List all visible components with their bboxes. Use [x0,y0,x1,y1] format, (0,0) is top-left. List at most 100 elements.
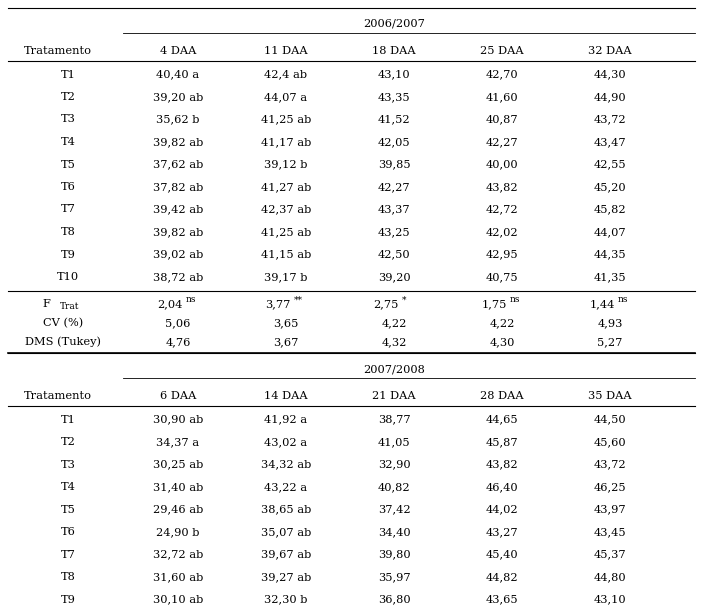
Text: 35,97: 35,97 [378,572,411,582]
Text: 38,65 ab: 38,65 ab [261,505,311,514]
Text: 41,25 ab: 41,25 ab [261,114,311,125]
Text: 24,90 b: 24,90 b [156,527,200,537]
Text: 43,82: 43,82 [486,182,518,192]
Text: 39,20: 39,20 [378,272,411,282]
Text: 37,62 ab: 37,62 ab [153,159,203,169]
Text: T6: T6 [60,527,75,537]
Text: 42,72: 42,72 [486,205,518,214]
Text: T4: T4 [60,137,75,147]
Text: 4,93: 4,93 [598,318,623,327]
Text: ns: ns [510,295,520,304]
Text: T3: T3 [60,114,75,125]
Text: 44,30: 44,30 [594,70,626,79]
Text: 42,95: 42,95 [486,249,518,260]
Text: ns: ns [186,295,197,304]
Text: 39,67 ab: 39,67 ab [261,550,311,560]
Text: 3,77: 3,77 [265,299,290,309]
Text: 5,27: 5,27 [598,337,623,347]
Text: 41,27 ab: 41,27 ab [261,182,311,192]
Text: 2,04: 2,04 [157,299,183,309]
Text: T7: T7 [60,550,75,560]
Text: 41,15 ab: 41,15 ab [261,249,311,260]
Text: 35,62 b: 35,62 b [156,114,200,125]
Text: 39,80: 39,80 [378,550,411,560]
Text: 42,27: 42,27 [486,137,518,147]
Text: 45,82: 45,82 [594,205,626,214]
Text: 45,87: 45,87 [486,437,518,447]
Text: 43,72: 43,72 [594,459,626,470]
Text: 4,30: 4,30 [489,337,515,347]
Text: Tratamento: Tratamento [24,46,92,56]
Text: T5: T5 [60,159,75,169]
Text: T2: T2 [60,437,75,447]
Text: 40,40 a: 40,40 a [157,70,200,79]
Text: 1,75: 1,75 [482,299,507,309]
Text: 42,27: 42,27 [378,182,411,192]
Text: 39,27 ab: 39,27 ab [261,572,311,582]
Text: 31,40 ab: 31,40 ab [153,482,203,492]
Text: 43,97: 43,97 [594,505,626,514]
Text: 39,82 ab: 39,82 ab [153,227,203,237]
Text: F: F [42,299,50,309]
Text: 41,52: 41,52 [378,114,411,125]
Text: 43,82: 43,82 [486,459,518,470]
Text: 40,87: 40,87 [486,114,518,125]
Text: T5: T5 [60,505,75,514]
Text: 43,47: 43,47 [594,137,626,147]
Text: 31,60 ab: 31,60 ab [153,572,203,582]
Text: 2006/2007: 2006/2007 [363,19,425,29]
Text: 21 DAA: 21 DAA [372,391,415,401]
Text: 5,06: 5,06 [165,318,191,327]
Text: 14 DAA: 14 DAA [264,391,308,401]
Text: T8: T8 [60,572,75,582]
Text: 35,07 ab: 35,07 ab [261,527,311,537]
Text: 40,82: 40,82 [378,482,411,492]
Text: 43,65: 43,65 [486,595,518,605]
Text: 43,45: 43,45 [594,527,626,537]
Text: 18 DAA: 18 DAA [372,46,415,56]
Text: 34,40: 34,40 [378,527,411,537]
Text: **: ** [294,295,303,304]
Text: 37,82 ab: 37,82 ab [153,182,203,192]
Text: *: * [402,295,406,304]
Text: 42,37 ab: 42,37 ab [261,205,311,214]
Text: 11 DAA: 11 DAA [264,46,308,56]
Text: 6 DAA: 6 DAA [160,391,196,401]
Text: T3: T3 [60,459,75,470]
Text: 44,07: 44,07 [594,227,626,237]
Text: 4 DAA: 4 DAA [160,46,196,56]
Text: 28 DAA: 28 DAA [480,391,524,401]
Text: 41,17 ab: 41,17 ab [261,137,311,147]
Text: 44,02: 44,02 [486,505,518,514]
Text: 32,72 ab: 32,72 ab [153,550,203,560]
Text: Trat: Trat [60,302,79,311]
Text: T7: T7 [60,205,75,214]
Text: 4,22: 4,22 [381,318,407,327]
Text: 2,75: 2,75 [373,299,399,309]
Text: 45,37: 45,37 [594,550,626,560]
Text: 46,40: 46,40 [486,482,518,492]
Text: 39,20 ab: 39,20 ab [153,92,203,102]
Text: 44,80: 44,80 [594,572,626,582]
Text: 43,35: 43,35 [378,92,411,102]
Text: T6: T6 [60,182,75,192]
Text: 41,25 ab: 41,25 ab [261,227,311,237]
Text: 43,27: 43,27 [486,527,518,537]
Text: 39,42 ab: 39,42 ab [153,205,203,214]
Text: 43,10: 43,10 [594,595,626,605]
Text: 44,65: 44,65 [486,415,518,425]
Text: 37,42: 37,42 [378,505,411,514]
Text: 41,35: 41,35 [594,272,626,282]
Text: 35 DAA: 35 DAA [588,391,632,401]
Text: 39,17 b: 39,17 b [264,272,308,282]
Text: 25 DAA: 25 DAA [480,46,524,56]
Text: 38,77: 38,77 [378,415,411,425]
Text: 29,46 ab: 29,46 ab [153,505,203,514]
Text: 46,25: 46,25 [594,482,626,492]
Text: 43,37: 43,37 [378,205,411,214]
Text: 44,35: 44,35 [594,249,626,260]
Text: 45,20: 45,20 [594,182,626,192]
Text: T9: T9 [60,595,75,605]
Text: 41,05: 41,05 [378,437,411,447]
Text: 39,85: 39,85 [378,159,411,169]
